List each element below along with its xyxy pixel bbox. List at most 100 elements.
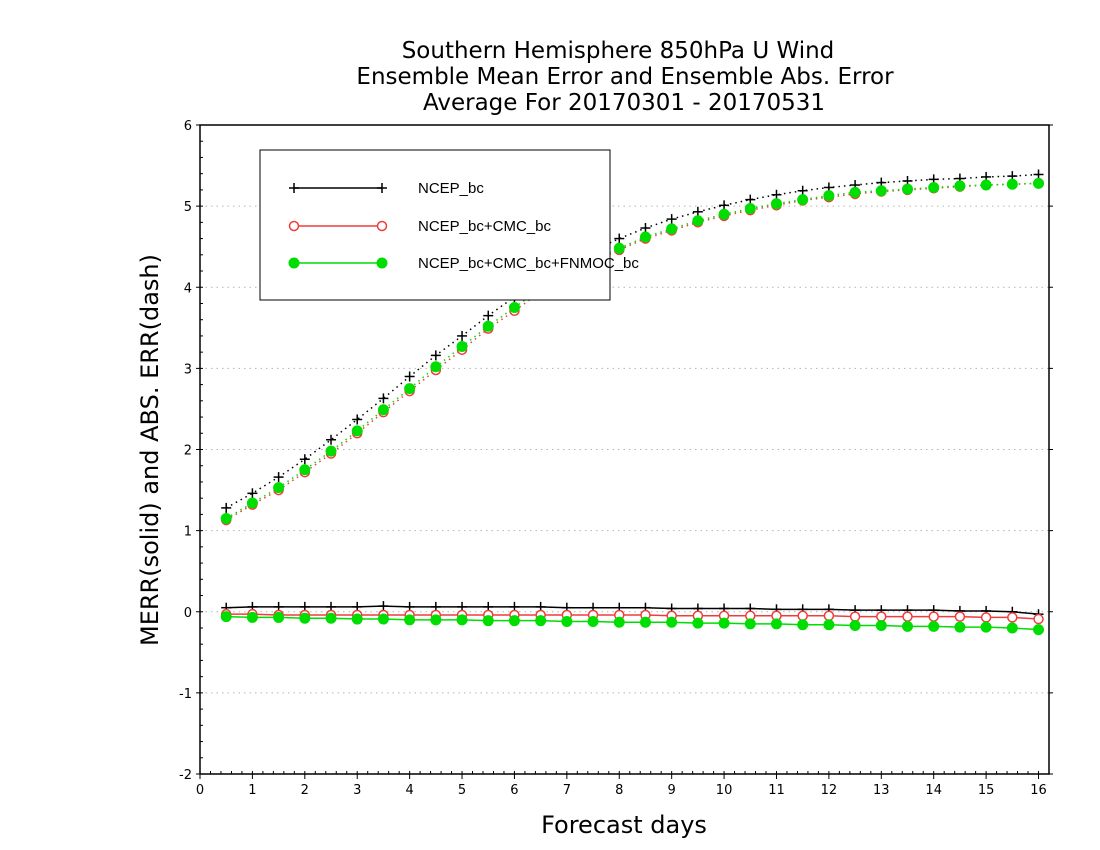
point-marker bbox=[299, 612, 311, 624]
point-marker bbox=[587, 615, 599, 627]
merr-line bbox=[226, 615, 1039, 631]
point-marker bbox=[376, 257, 388, 269]
point-marker bbox=[561, 615, 573, 627]
x-tick-label: 5 bbox=[458, 783, 466, 798]
point-marker bbox=[351, 425, 363, 437]
point-marker bbox=[299, 454, 310, 465]
point-marker bbox=[288, 257, 300, 269]
title-line-3: Average For 20170301 - 20170531 bbox=[423, 90, 825, 116]
point-marker bbox=[378, 601, 389, 612]
point-marker bbox=[876, 611, 887, 622]
point-marker bbox=[928, 611, 939, 622]
point-marker bbox=[823, 619, 835, 631]
point-marker bbox=[902, 620, 913, 632]
point-marker bbox=[849, 611, 861, 622]
point-marker bbox=[1033, 624, 1045, 636]
point-marker bbox=[430, 614, 442, 626]
point-marker bbox=[508, 615, 520, 627]
x-tick-label: 2 bbox=[301, 783, 309, 798]
point-marker bbox=[404, 383, 416, 395]
point-marker bbox=[613, 616, 625, 628]
point-marker bbox=[640, 223, 651, 234]
x-tick-label: 11 bbox=[768, 783, 785, 798]
x-tick-label: 15 bbox=[978, 783, 995, 798]
x-tick-label: 4 bbox=[405, 783, 413, 798]
point-marker bbox=[823, 190, 835, 202]
y-tick-label: 1 bbox=[184, 525, 192, 540]
x-tick-label: 3 bbox=[353, 783, 361, 798]
point-marker bbox=[289, 183, 299, 193]
point-marker bbox=[692, 215, 704, 227]
point-marker bbox=[928, 620, 940, 632]
x-tick-label: 10 bbox=[716, 783, 733, 798]
point-marker bbox=[482, 320, 494, 332]
point-marker bbox=[430, 361, 442, 373]
legend-box bbox=[259, 149, 611, 301]
point-marker bbox=[770, 618, 782, 630]
point-marker bbox=[954, 611, 966, 622]
y-tick-label: 0 bbox=[184, 606, 192, 621]
point-marker bbox=[220, 611, 232, 623]
point-marker bbox=[378, 393, 389, 404]
y-tick-label: 3 bbox=[184, 362, 192, 377]
title-line-2: Ensemble Mean Error and Ensemble Abs. Er… bbox=[356, 64, 894, 90]
legend-entry: NCEP_bc+CMC_bc+FNMOC_bc bbox=[288, 255, 639, 272]
y-axis-label: MERR(solid) and ABS. ERR(dash) bbox=[136, 254, 164, 646]
legend-entry: NCEP_bc+CMC_bc bbox=[288, 218, 551, 235]
point-marker bbox=[875, 185, 887, 197]
y-tick-label: 2 bbox=[184, 444, 192, 459]
point-marker bbox=[273, 611, 285, 623]
point-marker bbox=[351, 613, 363, 625]
point-marker bbox=[745, 194, 756, 205]
point-marker bbox=[508, 302, 520, 314]
x-tick-label: 9 bbox=[668, 783, 676, 798]
point-marker bbox=[797, 619, 809, 631]
point-marker bbox=[718, 617, 730, 629]
point-marker bbox=[299, 464, 311, 476]
x-tick-label: 16 bbox=[1030, 783, 1047, 798]
y-tick-label: 4 bbox=[184, 281, 192, 296]
point-marker bbox=[770, 198, 782, 210]
point-marker bbox=[666, 223, 678, 235]
point-marker bbox=[1033, 613, 1044, 625]
point-marker bbox=[246, 611, 258, 623]
point-marker bbox=[928, 181, 940, 193]
x-tick-label: 12 bbox=[821, 783, 838, 798]
point-marker bbox=[666, 214, 677, 225]
point-marker bbox=[823, 610, 835, 622]
point-marker bbox=[692, 206, 703, 217]
point-marker bbox=[797, 610, 808, 622]
x-tick-label: 7 bbox=[563, 783, 571, 798]
x-axis-label: Forecast days bbox=[541, 811, 707, 839]
legend-label: NCEP_bc+CMC_bc+FNMOC_bc bbox=[418, 255, 639, 272]
point-marker bbox=[954, 180, 966, 192]
point-marker bbox=[325, 445, 337, 457]
point-marker bbox=[954, 621, 966, 633]
point-marker bbox=[430, 350, 441, 361]
point-marker bbox=[1007, 612, 1018, 623]
point-marker bbox=[1033, 169, 1044, 180]
legend-label: NCEP_bc bbox=[418, 180, 484, 197]
point-marker bbox=[639, 231, 651, 243]
title-line-1: Southern Hemisphere 850hPa U Wind bbox=[402, 38, 835, 64]
point-marker bbox=[457, 330, 468, 341]
y-tick-label: 6 bbox=[184, 119, 192, 134]
chart-title: Southern Hemisphere 850hPa U Wind Ensemb… bbox=[356, 38, 894, 116]
point-marker bbox=[744, 618, 756, 630]
point-marker bbox=[666, 616, 678, 628]
point-marker bbox=[613, 242, 625, 254]
point-marker bbox=[482, 615, 494, 627]
point-marker bbox=[404, 371, 415, 382]
point-marker bbox=[377, 183, 387, 193]
point-marker bbox=[980, 179, 992, 191]
point-marker bbox=[980, 612, 992, 623]
point-marker bbox=[1033, 177, 1045, 189]
point-marker bbox=[288, 220, 300, 232]
point-marker bbox=[535, 615, 547, 627]
point-marker bbox=[875, 620, 887, 632]
point-marker bbox=[902, 611, 913, 622]
y-tick-label: -1 bbox=[179, 687, 192, 702]
point-marker bbox=[797, 194, 809, 206]
point-marker bbox=[404, 614, 416, 626]
